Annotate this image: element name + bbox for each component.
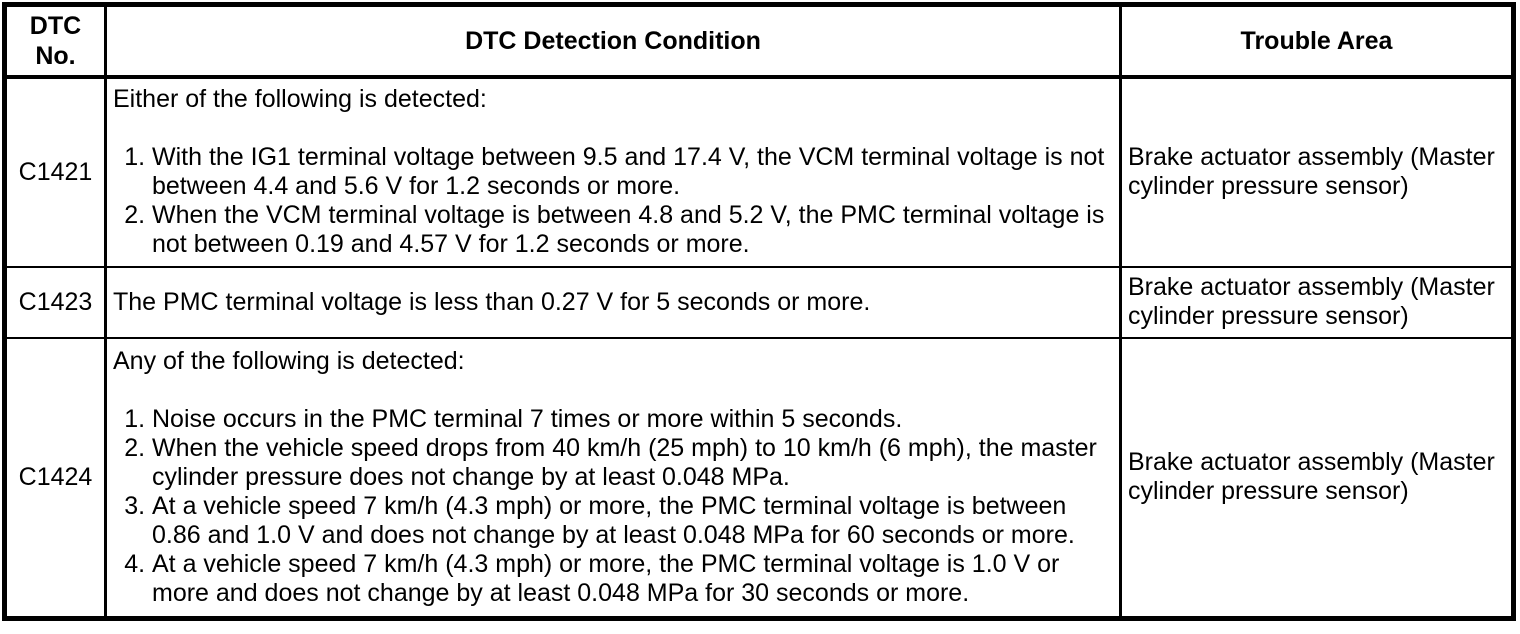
trouble-area-cell: Brake actuator assembly (Master cylinder… [1119,75,1515,268]
condition-item: With the IG1 terminal voltage between 9.… [152,143,1115,201]
header-detection-condition: DTC Detection Condition [104,3,1122,79]
condition-item: Noise occurs in the PMC terminal 7 times… [152,405,1115,434]
condition-item: When the VCM terminal voltage is between… [152,201,1115,259]
header-trouble-area: Trouble Area [1119,3,1515,79]
table-row: C1423 The PMC terminal voltage is less t… [3,265,1515,339]
dtc-code: C1423 [3,265,107,339]
condition-intro: Any of the following is detected: [113,346,465,375]
trouble-area-cell: Brake actuator assembly (Master cylinder… [1119,265,1515,339]
condition-list: Noise occurs in the PMC terminal 7 times… [113,405,1115,608]
dtc-table: DTC No. DTC Detection Condition Trouble … [2,2,1516,621]
trouble-area-cell: Brake actuator assembly (Master cylinder… [1119,336,1515,620]
condition-item: At a vehicle speed 7 km/h (4.3 mph) or m… [152,492,1115,550]
condition-cell: Either of the following is detected: Wit… [104,75,1122,268]
condition-cell: Any of the following is detected: Noise … [104,336,1122,620]
table-header-row: DTC No. DTC Detection Condition Trouble … [3,3,1515,79]
condition-intro: The PMC terminal voltage is less than 0.… [113,287,871,316]
condition-item: At a vehicle speed 7 km/h (4.3 mph) or m… [152,550,1115,608]
condition-intro: Either of the following is detected: [113,85,487,113]
condition-cell: The PMC terminal voltage is less than 0.… [104,265,1122,339]
condition-list: With the IG1 terminal voltage between 9.… [113,143,1115,259]
header-dtc-no: DTC No. [3,3,107,79]
table-row: C1421 Either of the following is detecte… [3,75,1515,268]
dtc-code: C1421 [3,75,107,268]
condition-item: When the vehicle speed drops from 40 km/… [152,434,1115,492]
dtc-code: C1424 [3,336,107,620]
table-row: C1424 Any of the following is detected: … [3,336,1515,620]
